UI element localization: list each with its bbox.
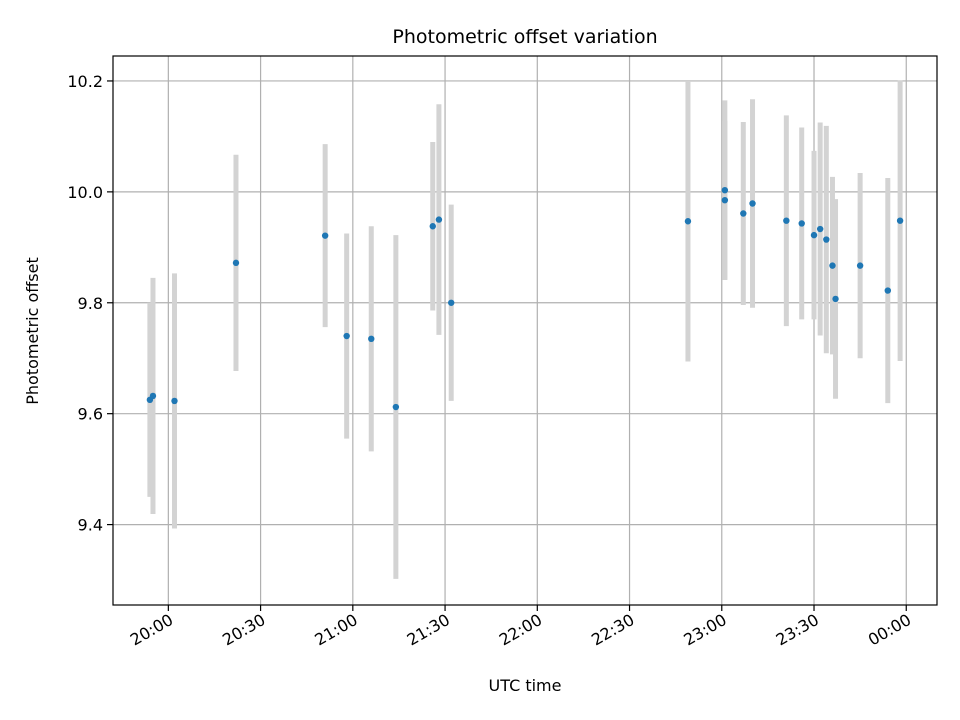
data-point xyxy=(429,223,436,230)
data-point xyxy=(684,218,692,225)
data-point xyxy=(829,262,836,269)
y-tick-label: 9.6 xyxy=(78,405,103,424)
data-point xyxy=(823,236,830,243)
data-point xyxy=(321,232,329,239)
data-point xyxy=(435,216,443,223)
data-point xyxy=(448,299,455,306)
y-tick-label: 10.0 xyxy=(67,183,103,202)
data-point xyxy=(783,217,790,224)
plot-frame xyxy=(112,55,938,606)
y-tick-label: 10.2 xyxy=(67,72,103,91)
y-tick-label: 9.4 xyxy=(78,516,103,535)
data-point xyxy=(149,392,157,400)
data-point xyxy=(232,259,240,267)
data-point xyxy=(798,220,805,227)
data-point xyxy=(896,217,904,224)
data-point xyxy=(721,187,729,194)
data-point xyxy=(832,295,839,303)
data-point xyxy=(171,397,178,405)
data-point xyxy=(810,231,818,239)
data-point xyxy=(749,200,756,207)
data-point xyxy=(884,287,892,294)
y-tick-label: 9.8 xyxy=(78,294,103,313)
data-point xyxy=(740,210,747,217)
y-axis-label: Photometric offset xyxy=(23,257,42,405)
chart-title: Photometric offset variation xyxy=(392,26,657,48)
data-point xyxy=(368,335,375,343)
data-point xyxy=(343,332,350,340)
x-axis-label: UTC time xyxy=(489,676,562,695)
data-point xyxy=(721,196,729,204)
data-point xyxy=(856,262,864,269)
point-layer xyxy=(146,187,904,411)
data-point xyxy=(392,403,400,411)
data-point xyxy=(816,225,824,233)
